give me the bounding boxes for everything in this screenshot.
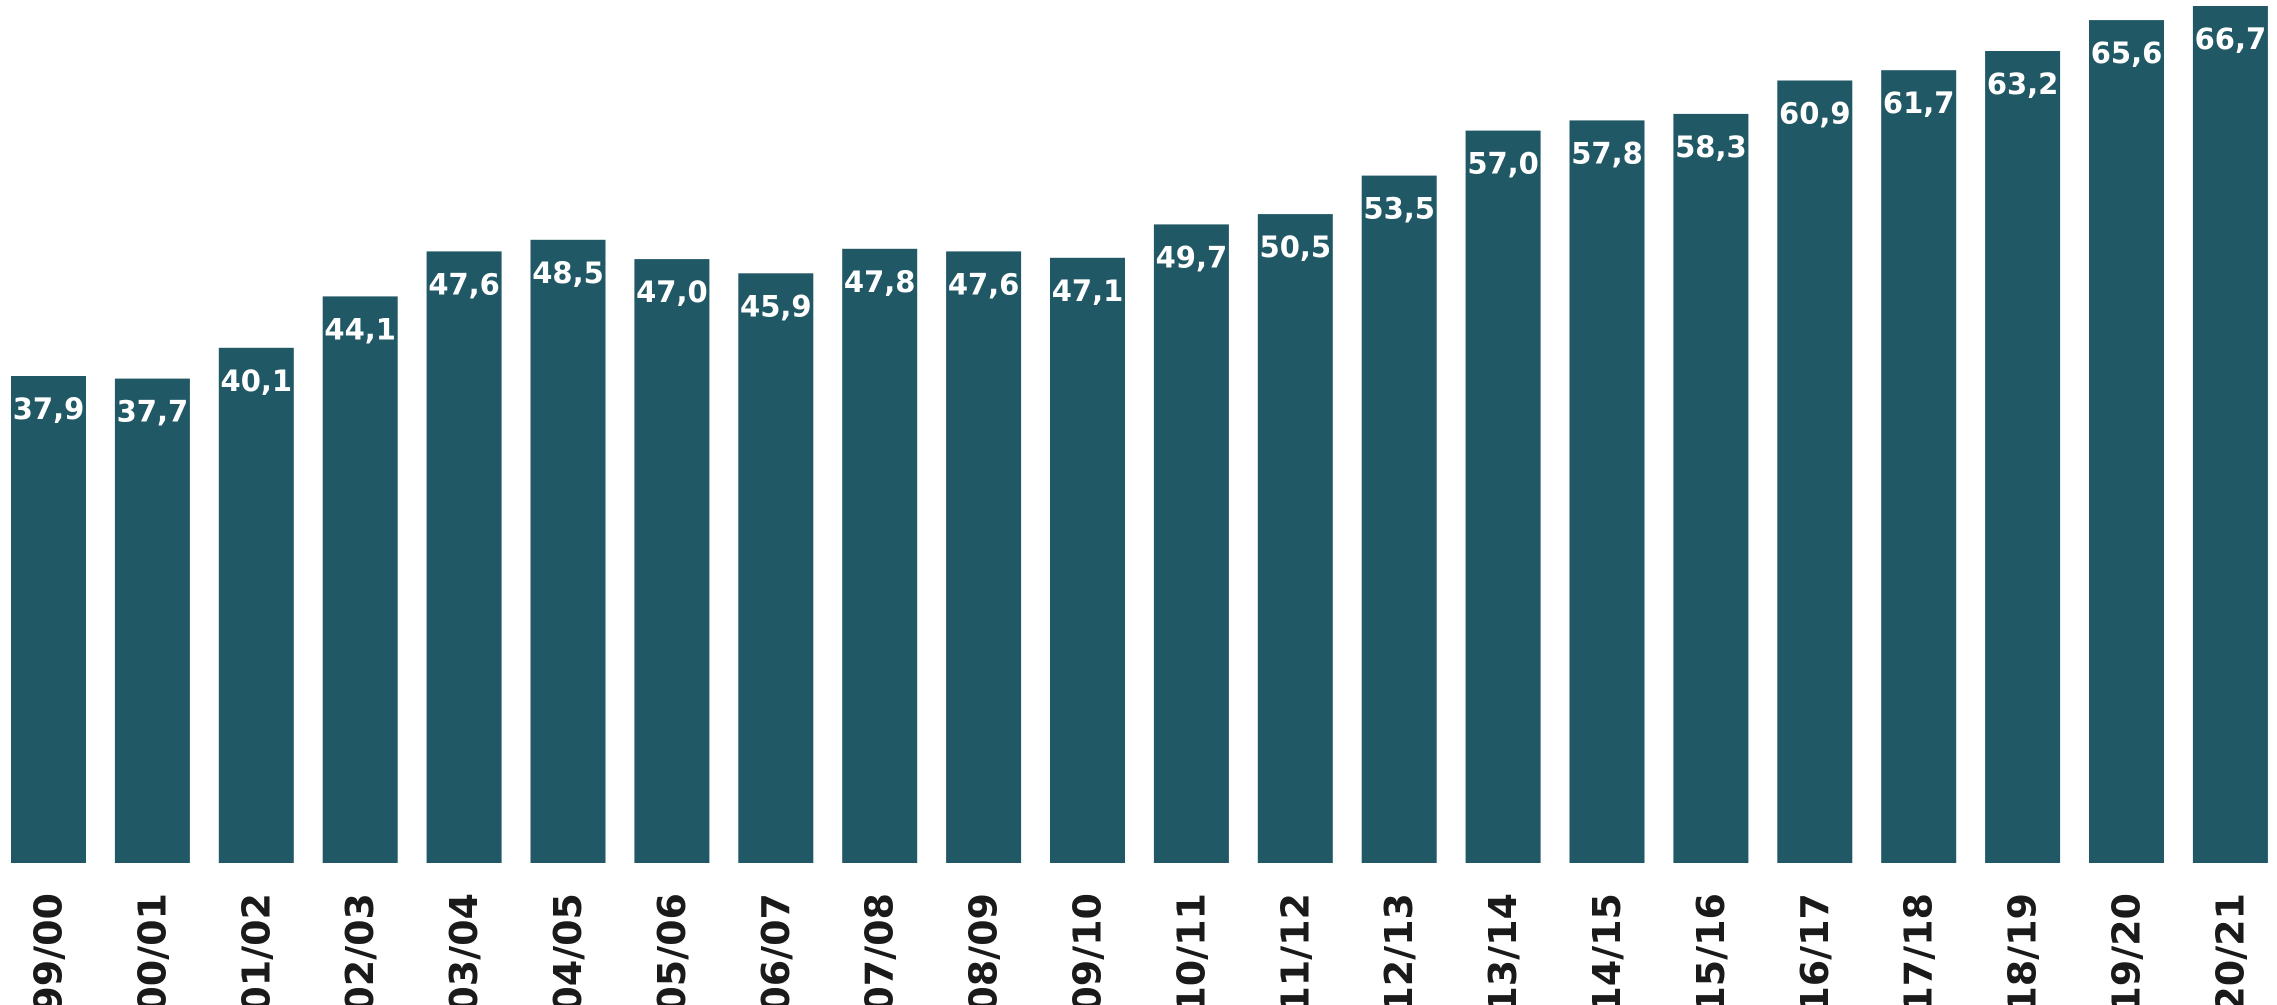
bar-value-label: 47,0 [636, 275, 708, 309]
x-tick-label: 09/10 [1066, 893, 1110, 1005]
bar-value-label: 65,6 [2091, 36, 2163, 70]
bar-value-label: 53,5 [1363, 192, 1435, 226]
bar-value-label: 63,2 [1987, 67, 2059, 101]
bar-09/10 [1050, 257, 1125, 863]
x-tick-label: 16/17 [1793, 893, 1837, 1005]
bar-17/18 [1881, 70, 1957, 863]
x-tick-label: 04/05 [546, 893, 590, 1005]
bar-00/01 [114, 378, 190, 863]
bar-18/19 [1985, 51, 2061, 863]
x-tick-label: 11/12 [1273, 893, 1317, 1005]
bar-14/15 [1569, 120, 1645, 863]
x-tick-label: 06/07 [754, 893, 798, 1005]
bar-value-label: 37,7 [117, 395, 189, 429]
x-tick-label: 14/15 [1585, 893, 1629, 1005]
bar-value-label: 47,6 [428, 267, 500, 301]
bar-value-label: 50,5 [1260, 230, 1332, 264]
bar-99/00 [11, 376, 86, 863]
x-tick-label: 13/14 [1481, 893, 1525, 1005]
bar-value-label: 61,7 [1883, 86, 1955, 120]
bar-08/09 [946, 251, 1022, 863]
bar-02/03 [322, 296, 398, 863]
x-tick-label: 15/16 [1689, 893, 1733, 1005]
bar-04/05 [530, 239, 606, 864]
bar-value-label: 58,3 [1675, 130, 1747, 164]
bar-value-label: 57,8 [1571, 136, 1643, 170]
x-tick-label: 17/18 [1897, 893, 1941, 1005]
bar-13/14 [1465, 130, 1541, 864]
x-tick-label: 05/06 [650, 893, 694, 1005]
bar-value-label: 48,5 [532, 256, 604, 290]
bar-value-label: 37,9 [13, 392, 85, 426]
bar-value-label: 47,8 [844, 265, 916, 299]
bar-03/04 [426, 251, 502, 863]
x-tick-label: 00/01 [130, 893, 174, 1005]
bar-05/06 [634, 259, 710, 864]
bar-value-label: 44,1 [324, 312, 396, 346]
x-tick-label: 12/13 [1377, 893, 1421, 1005]
bar-16/17 [1777, 80, 1853, 863]
bar-11/12 [1257, 214, 1333, 864]
bar-12/13 [1361, 175, 1437, 864]
x-tick-label: 02/03 [338, 893, 382, 1005]
bar-07/08 [842, 248, 918, 864]
bar-01/02 [218, 347, 294, 863]
x-tick-label: 03/04 [442, 893, 486, 1005]
bar-value-label: 47,6 [948, 267, 1020, 301]
x-tick-label: 99/00 [27, 893, 71, 1005]
bar-value-label: 47,1 [1052, 274, 1124, 308]
bar-value-label: 45,9 [740, 289, 812, 323]
x-tick-label: 10/11 [1169, 893, 1213, 1005]
x-tick-label: 01/02 [234, 893, 278, 1005]
bar-15/16 [1673, 113, 1749, 863]
bar-value-label: 60,9 [1779, 97, 1851, 131]
bar-value-label: 66,7 [2195, 22, 2267, 56]
x-tick-label: 20/21 [2208, 893, 2252, 1005]
bars-group [11, 6, 2268, 864]
bar-06/07 [738, 273, 814, 863]
x-tick-label: 18/19 [2001, 893, 2045, 1005]
bar-value-label: 57,0 [1467, 147, 1539, 181]
bar-value-label: 49,7 [1156, 240, 1228, 274]
x-tick-label: 08/09 [962, 893, 1006, 1005]
bar-value-label: 40,1 [221, 364, 293, 398]
x-tick-labels-group: 99/00 00/01 01/02 02/03 03/04 04/05 05/06 06/07… [27, 893, 2253, 1005]
bar-10/11 [1153, 224, 1229, 863]
bar-labels-group: 37,9 37,7 40,1 44,1 47,6 48,5 47,0 45,9 47,8 47,6… [13, 22, 2266, 429]
x-tick-label: 07/08 [858, 893, 902, 1005]
x-tick-label: 19/20 [2105, 893, 2149, 1005]
bar-20/21 [2192, 6, 2268, 863]
bar-19/20 [2089, 20, 2164, 864]
